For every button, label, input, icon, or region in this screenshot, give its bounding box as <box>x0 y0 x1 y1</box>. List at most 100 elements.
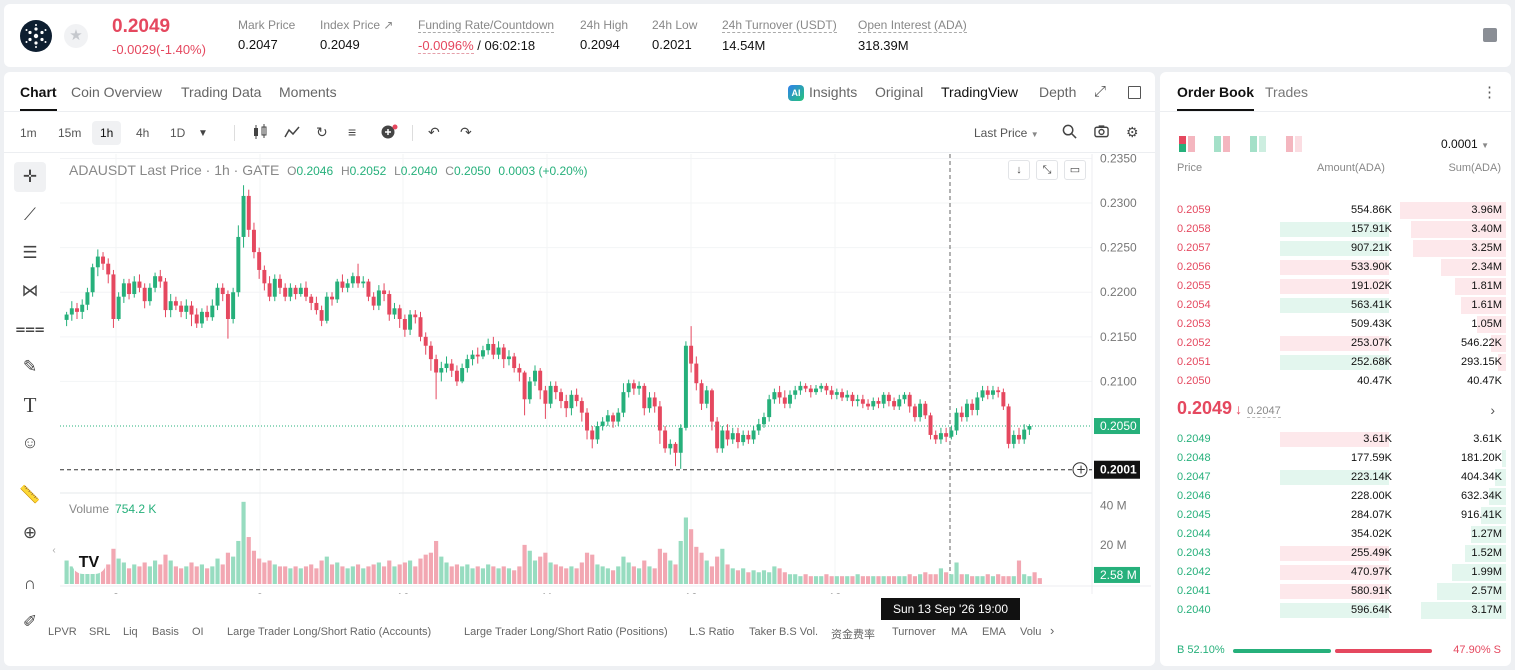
candle-type-icon[interactable] <box>252 124 268 143</box>
magnet-tool-icon[interactable]: ∩ <box>23 574 37 593</box>
chevron-right-icon[interactable]: › <box>1050 623 1055 638</box>
scroll-down-icon[interactable]: ↓ <box>1008 160 1030 180</box>
timeframe-1h[interactable]: 1h <box>92 121 122 145</box>
ask-row[interactable]: 0.2053 509.43K 1.05M <box>1172 315 1506 333</box>
precision-select[interactable]: 0.0001 ▼ <box>1441 137 1489 151</box>
chevron-right-icon[interactable]: › <box>1490 402 1495 418</box>
favorite-star-icon[interactable]: ★ <box>64 24 88 48</box>
zoom-in-tool-icon[interactable]: ⊕ <box>22 523 38 542</box>
eraser-tool-icon[interactable]: ✐ <box>22 612 38 631</box>
bid-row[interactable]: 0.2046 228.00K 632.34K <box>1172 487 1506 505</box>
replay-icon[interactable]: ↻ <box>316 124 328 140</box>
indicator-ma[interactable]: MA <box>951 626 968 638</box>
indicator-ls-ratio[interactable]: L.S Ratio <box>689 626 735 638</box>
bid-row[interactable]: 0.2042 470.97K 1.99M <box>1172 563 1506 581</box>
tab-order-book[interactable]: Order Book <box>1177 84 1255 111</box>
indicator-turnover[interactable]: Turnover <box>892 626 936 638</box>
ask-row[interactable]: 0.2059 554.86K 3.96M <box>1172 201 1506 219</box>
brush-tool-icon[interactable]: ✎ <box>22 357 38 376</box>
indicator-ls-accounts[interactable]: Large Trader Long/Short Ratio (Accounts) <box>227 626 432 638</box>
indicator-funding[interactable]: 资金费率 <box>831 629 875 641</box>
timeframe-1m[interactable]: 1m <box>20 126 37 140</box>
ask-row[interactable]: 0.2050 40.47K 40.47K <box>1172 372 1502 390</box>
undo-icon[interactable]: ↶ <box>428 124 440 140</box>
indicator-ls-positions[interactable]: Large Trader Long/Short Ratio (Positions… <box>464 626 668 638</box>
indicator-oi[interactable]: OI <box>192 626 204 638</box>
book-mode-both-icon[interactable] <box>1179 136 1195 152</box>
search-icon[interactable] <box>1062 124 1077 142</box>
volume-bar <box>517 566 522 584</box>
book-mode-split-icon[interactable] <box>1214 136 1230 152</box>
candle-body <box>663 430 668 449</box>
timeframe-15m[interactable]: 15m <box>58 126 82 140</box>
indicator-ema[interactable]: EMA <box>982 626 1006 638</box>
sum-depth-bar <box>1437 583 1506 600</box>
book-mode-bids-icon[interactable] <box>1250 136 1266 152</box>
chevron-down-icon[interactable]: ▼ <box>198 128 208 139</box>
bid-row[interactable]: 0.2041 580.91K 2.57M <box>1172 582 1506 600</box>
pattern-tool-icon[interactable]: ⋈ <box>21 281 39 300</box>
maximize-pane-icon[interactable]: ▭ <box>1064 160 1086 180</box>
add-alert-icon[interactable] <box>380 124 398 143</box>
bid-row[interactable]: 0.2045 284.07K 916.41K <box>1172 506 1506 524</box>
indicator-volume[interactable]: Volu <box>1020 626 1042 638</box>
ask-row[interactable]: 0.2058 157.91K 3.40M <box>1172 220 1506 238</box>
camera-icon[interactable] <box>1094 124 1109 141</box>
more-options-icon[interactable]: ⋮ <box>1482 84 1497 101</box>
horizontal-lines-tool-icon[interactable]: ☰ <box>22 243 38 262</box>
bid-row[interactable]: 0.2049 3.61K 3.61K <box>1172 430 1502 448</box>
ask-row[interactable]: 0.2055 191.02K 1.81M <box>1172 277 1506 295</box>
tab-trading-data[interactable]: Trading Data <box>181 84 262 100</box>
mid-price[interactable]: 0.2049 ↓ 0.2047 <box>1177 398 1281 419</box>
ruler-tool-icon[interactable]: 📏 <box>19 485 41 504</box>
timeframe-1d[interactable]: 1D <box>170 126 186 140</box>
collapse-toolbar-icon[interactable]: ‹ <box>52 545 56 556</box>
stat-funding-rate[interactable]: Funding Rate/Countdown -0.0096% / 06:02:… <box>418 18 555 54</box>
indicator-taker-vol[interactable]: Taker B.S Vol. <box>749 626 819 638</box>
collapse-icon[interactable]: ⤡ <box>1036 160 1058 180</box>
bid-row[interactable]: 0.2047 223.14K 404.34K <box>1172 468 1506 486</box>
bid-row[interactable]: 0.2048 177.59K 181.20K <box>1172 449 1506 467</box>
ask-row[interactable]: 0.2057 907.21K 3.25M <box>1172 239 1506 257</box>
stat-index-price[interactable]: Index Price ↗ 0.2049 <box>320 18 393 52</box>
crosshair-tool-icon[interactable]: ✛ <box>14 162 46 192</box>
view-depth[interactable]: Depth <box>1039 84 1077 100</box>
tab-moments[interactable]: Moments <box>279 84 337 100</box>
fullscreen-icon[interactable] <box>1128 86 1141 99</box>
view-original[interactable]: Original <box>875 84 924 100</box>
redo-icon[interactable]: ↷ <box>460 124 472 140</box>
bid-row[interactable]: 0.2044 354.02K 1.27M <box>1172 525 1506 543</box>
tab-chart[interactable]: Chart <box>20 84 57 111</box>
indicator-liq[interactable]: Liq <box>123 626 138 638</box>
fib-tool-icon[interactable]: ⩶ <box>15 319 45 338</box>
indicator-lpvr[interactable]: LPVR <box>48 626 77 638</box>
candle-body <box>605 415 610 422</box>
indicator-basis[interactable]: Basis <box>152 626 179 638</box>
view-tradingview[interactable]: TradingView <box>941 84 1019 100</box>
expand-icon[interactable]: ⤢ <box>1094 83 1107 100</box>
guide-book-icon[interactable] <box>1483 28 1497 42</box>
settings-gear-icon[interactable]: ⚙ <box>1126 124 1139 140</box>
text-tool-icon[interactable]: T <box>23 393 37 417</box>
insights-button[interactable]: AI Insights <box>788 84 857 101</box>
price-source-select[interactable]: Last Price ▼ <box>974 126 1039 140</box>
bid-row[interactable]: 0.2040 596.64K 3.17M <box>1172 601 1506 619</box>
tab-trades[interactable]: Trades <box>1265 84 1309 100</box>
ask-row[interactable]: 0.2054 563.41K 1.61M <box>1172 296 1506 314</box>
emoji-tool-icon[interactable]: ☺ <box>21 433 39 452</box>
amount-depth-bar <box>1280 565 1389 580</box>
ask-row[interactable]: 0.2052 253.07K 546.22K <box>1172 334 1506 352</box>
indicator-srl[interactable]: SRL <box>89 626 111 638</box>
book-mode-asks-icon[interactable] <box>1286 136 1302 152</box>
price-chart[interactable]: 0.2350 0.2300 0.2250 0.2200 0.2150 0.2100 0.20… <box>60 154 1151 594</box>
ask-row[interactable]: 0.2051 252.68K 293.15K <box>1172 353 1506 371</box>
candle-body <box>834 392 839 395</box>
templates-icon[interactable]: ≡ <box>348 124 357 140</box>
indicators-icon[interactable] <box>284 124 300 143</box>
ask-row[interactable]: 0.2056 533.90K 2.34M <box>1172 258 1506 276</box>
bid-row[interactable]: 0.2043 255.49K 1.52M <box>1172 544 1506 562</box>
volume-bar <box>949 574 954 584</box>
tab-coin-overview[interactable]: Coin Overview <box>71 84 163 100</box>
timeframe-4h[interactable]: 4h <box>136 126 150 140</box>
trend-line-tool-icon[interactable]: ⟋ <box>24 205 36 224</box>
